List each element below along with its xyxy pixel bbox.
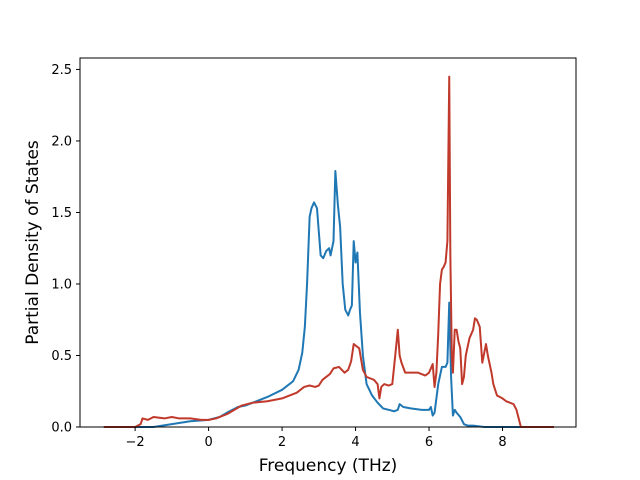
x-tick-label: 2 [278,435,286,450]
y-axis-label: Partial Density of States [23,140,43,345]
x-axis-ticks: −2 0 2 4 6 8 [126,427,507,450]
y-tick-label: 0.0 [51,421,72,436]
y-axis-ticks: 0.0 0.5 1.0 1.5 2.0 2.5 [51,63,80,436]
y-tick-label: 1.0 [51,277,72,292]
y-tick-label: 2.5 [51,63,72,78]
series-layer [103,75,554,428]
x-axis-label: Frequency (THz) [259,456,398,476]
x-tick-label: 6 [425,435,433,450]
series-line-2 [103,75,554,428]
x-tick-label: 4 [351,435,359,450]
x-tick-label: 0 [204,435,212,450]
x-tick-label: −2 [126,435,145,450]
y-tick-label: 0.5 [51,349,72,364]
series-line-1 [103,169,554,428]
axes-frame [79,57,577,428]
y-tick-label: 1.5 [51,206,72,221]
x-tick-label: 8 [498,435,506,450]
y-tick-label: 2.0 [51,134,72,149]
